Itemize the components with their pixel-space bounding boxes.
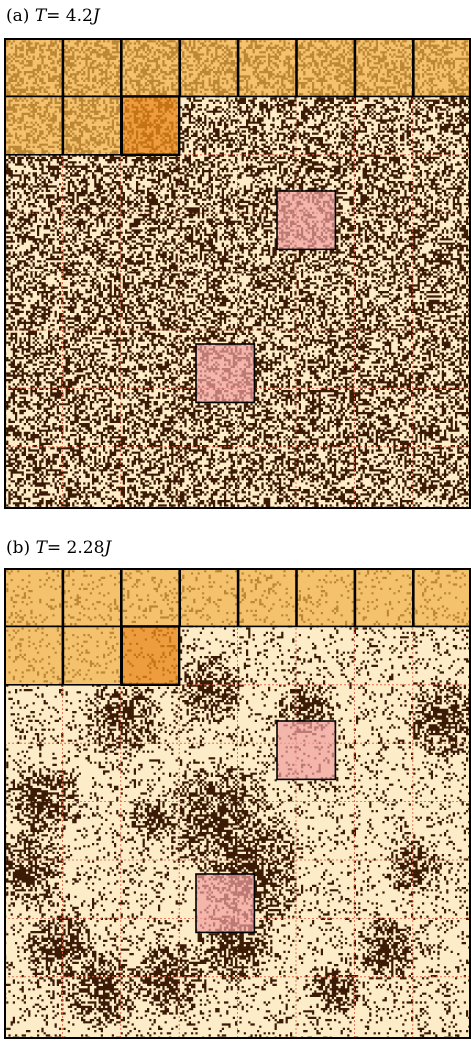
panel-b-temp-unit: J [104,538,112,558]
panel-b-tag: (b) [6,538,31,558]
panel-a [4,38,471,509]
highlight-block [276,190,337,251]
spin-configuration [4,568,471,1039]
processed-block [62,568,122,628]
highlight-block [195,873,256,934]
processed-block [412,568,471,628]
processed-block [62,38,122,98]
panel-b-lattice [4,568,471,1039]
processed-block [354,38,414,98]
processed-block [4,625,64,686]
processed-block [121,568,181,628]
processed-block [4,38,64,98]
processed-block [296,568,356,628]
processed-block [121,38,181,98]
panel-b-temp-value: = 2.28 [46,538,105,558]
processed-block [62,625,122,686]
lattice-frame [4,568,471,1039]
processed-block [179,38,239,98]
processed-block [412,38,471,98]
panel-b [4,568,471,1039]
processed-block [296,38,356,98]
current-block [120,95,181,157]
panel-b-label: (b) T= 2.28J [6,538,111,558]
processed-block [4,95,64,156]
processed-block [354,568,414,628]
processed-block [179,568,239,628]
panel-a-temp-unit: J [92,6,100,26]
processed-block [4,568,64,628]
processed-block [237,38,297,98]
highlight-block [195,343,256,404]
panel-b-temp-symbol: T [35,538,47,558]
panel-a-lattice [4,38,471,509]
highlight-block [276,720,337,781]
panel-a-tag: (a) [6,6,30,26]
panel-a-temp-symbol: T [34,6,47,26]
panel-a-label: (a) T= 4.2J [6,6,100,26]
processed-block [237,568,297,628]
current-block [120,625,181,687]
lattice-frame [4,38,471,509]
panel-a-temp-value: = 4.2 [46,6,93,26]
processed-block [62,95,122,156]
